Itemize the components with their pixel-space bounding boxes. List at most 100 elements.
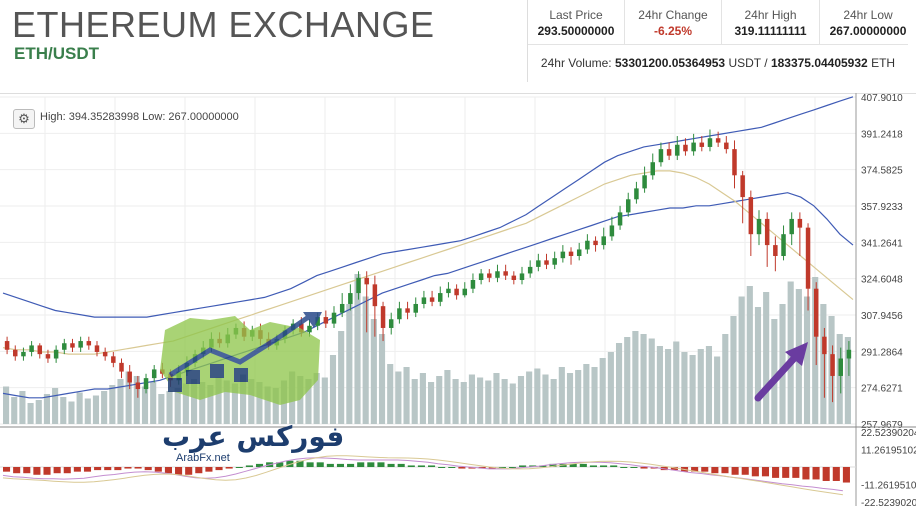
y-tick-label: 341.2641 [861, 238, 903, 249]
volume-bar [329, 355, 337, 424]
macd-bar [43, 467, 51, 475]
candle-body [527, 266, 533, 274]
candle-body [446, 288, 451, 294]
volume-bar [820, 304, 827, 424]
volume-row: 24hr Volume: 53301200.05364953 USDT / 18… [528, 44, 908, 81]
macd-bar [751, 467, 759, 477]
candle-body [429, 297, 435, 302]
low-value: 267.00000000 [829, 24, 907, 38]
pair-label: ETH/USDT [14, 44, 99, 63]
volume-sep: / [764, 56, 768, 70]
macd-bar [13, 467, 21, 474]
volume-bar [591, 367, 598, 424]
candle-body [666, 149, 672, 156]
volume-bar [133, 376, 140, 424]
volume-bar [681, 352, 688, 424]
volume-bar [648, 338, 655, 424]
volume-bar [624, 337, 631, 424]
candle-body [364, 277, 369, 285]
volume-bar [836, 334, 843, 424]
gear-icon[interactable]: ⚙ [13, 109, 35, 129]
volume-bar [542, 374, 549, 424]
chart-area[interactable] [0, 93, 916, 507]
volume-bar [575, 370, 582, 424]
watermark-site: ArabFx.net [176, 452, 230, 464]
macd-tick-label: 11.26195102 [861, 446, 916, 457]
stats-panel: Last Price 293.50000000 24hr Change -6.2… [527, 0, 916, 82]
candle-body [111, 356, 116, 363]
volume-bar [3, 386, 10, 424]
volume-bar [771, 319, 778, 424]
volume-bar [477, 377, 484, 424]
volume-bar [174, 388, 181, 424]
macd-bar [772, 467, 780, 478]
y-tick-label: 407.9010 [861, 93, 903, 104]
macd-bar [306, 462, 314, 467]
candle-body [454, 288, 459, 296]
candle-body [339, 303, 345, 313]
candle-body [568, 251, 574, 256]
candle-body [789, 218, 794, 235]
candle-body [94, 345, 100, 352]
macd-bar [316, 462, 324, 467]
candle-body [617, 212, 623, 226]
macd-bar [407, 465, 415, 467]
macd-bar [134, 467, 142, 469]
volume-bar [754, 307, 762, 424]
macd-bar [610, 465, 618, 467]
macd-bar [33, 467, 41, 475]
candle-body [519, 273, 525, 280]
high-low-text: High: 394.35283998 Low: 267.00000000 [40, 111, 239, 123]
volume-bar [378, 334, 386, 424]
candle-body [331, 312, 337, 324]
volume-bar [656, 346, 663, 424]
candle-body [348, 293, 353, 304]
volume-bar [338, 331, 345, 424]
macd-bar [175, 467, 183, 475]
candle-body [315, 317, 320, 326]
last-price-value: 293.50000000 [537, 24, 615, 38]
volume-bar [501, 379, 508, 424]
candle-body [462, 288, 468, 296]
macd-bar [296, 460, 304, 467]
candle-body [781, 234, 786, 256]
volume-bar [395, 371, 402, 424]
volume-usdt-unit: USDT [728, 56, 761, 70]
volume-bar [632, 331, 639, 424]
purple-arrow [754, 342, 808, 402]
y-tick-label: 357.9233 [861, 202, 903, 213]
macd-bar [73, 467, 81, 472]
volume-bar [52, 388, 59, 424]
macd-bar [569, 463, 577, 467]
macd-bar [114, 467, 122, 471]
candle-body [601, 236, 606, 246]
candle-body [356, 277, 361, 294]
macd-bar [357, 462, 365, 467]
candle-body [650, 162, 656, 176]
candle-body [70, 343, 75, 348]
volume-bar [158, 394, 165, 424]
macd-bar [761, 467, 770, 477]
volume-bar [190, 379, 198, 424]
volume-bar [84, 398, 91, 424]
last-price-label: Last Price [549, 8, 603, 22]
volume-bar [452, 379, 459, 424]
candle-body [813, 288, 819, 337]
price-axis: 407.9010 391.2418 374.5825 357.9233 341.2641… [0, 93, 916, 506]
volume-bar [665, 349, 672, 424]
y-tick-label: 374.5825 [861, 166, 903, 177]
high-value: 319.11111111 [734, 24, 807, 38]
macd-bar [164, 467, 172, 474]
volume-bar [697, 349, 704, 424]
volume-bar [746, 286, 753, 424]
volume-bar [141, 386, 149, 424]
candle-body [576, 249, 582, 256]
volume-bar [166, 391, 173, 424]
candle-body [552, 258, 557, 265]
volume-bar [566, 373, 574, 424]
candle-body [53, 349, 59, 359]
macd-bar [104, 467, 112, 471]
volume-bar [615, 343, 623, 424]
candle-body [724, 142, 729, 150]
